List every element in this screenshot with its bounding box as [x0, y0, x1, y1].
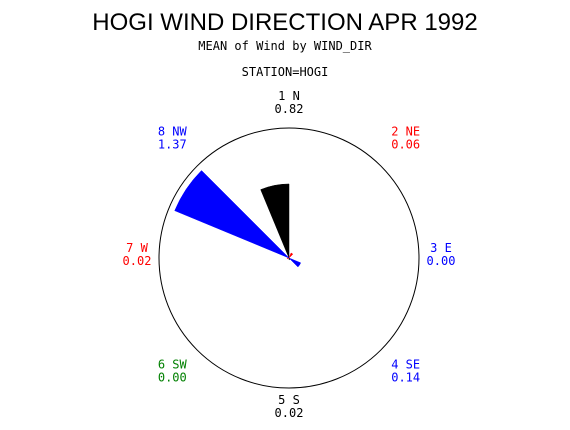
category-label: 4 SE: [391, 358, 420, 372]
wedge: [288, 257, 302, 268]
outline-circle: [158, 127, 420, 389]
value-label: 0.14: [391, 371, 420, 385]
category-label: 1 N: [278, 89, 300, 103]
category-label: 3 E: [430, 241, 452, 255]
category-label: 6 SW: [158, 358, 188, 372]
value-label: 0.02: [123, 254, 152, 268]
wedge: [174, 170, 290, 259]
panel-title: STATION=HOGI: [242, 65, 329, 79]
value-label: 0.82: [275, 102, 304, 116]
category-label: 8 NW: [158, 124, 188, 138]
category-label: 2 NE: [391, 124, 420, 138]
value-label: 0.00: [158, 371, 187, 385]
chart-title: HOGI WIND DIRECTION APR 1992: [92, 9, 477, 36]
value-label: 0.00: [427, 254, 456, 268]
wedge: [288, 257, 291, 261]
value-label: 0.06: [391, 137, 420, 151]
value-label: 0.02: [275, 406, 304, 420]
wedge: [288, 252, 294, 259]
chart-subtitle: MEAN of Wind by WIND_DIR: [198, 39, 372, 53]
wedge: [260, 183, 290, 259]
wedge: [286, 257, 290, 260]
value-label: 1.37: [158, 137, 187, 151]
category-label: 7 W: [126, 241, 148, 255]
category-label: 5 S: [278, 393, 300, 407]
